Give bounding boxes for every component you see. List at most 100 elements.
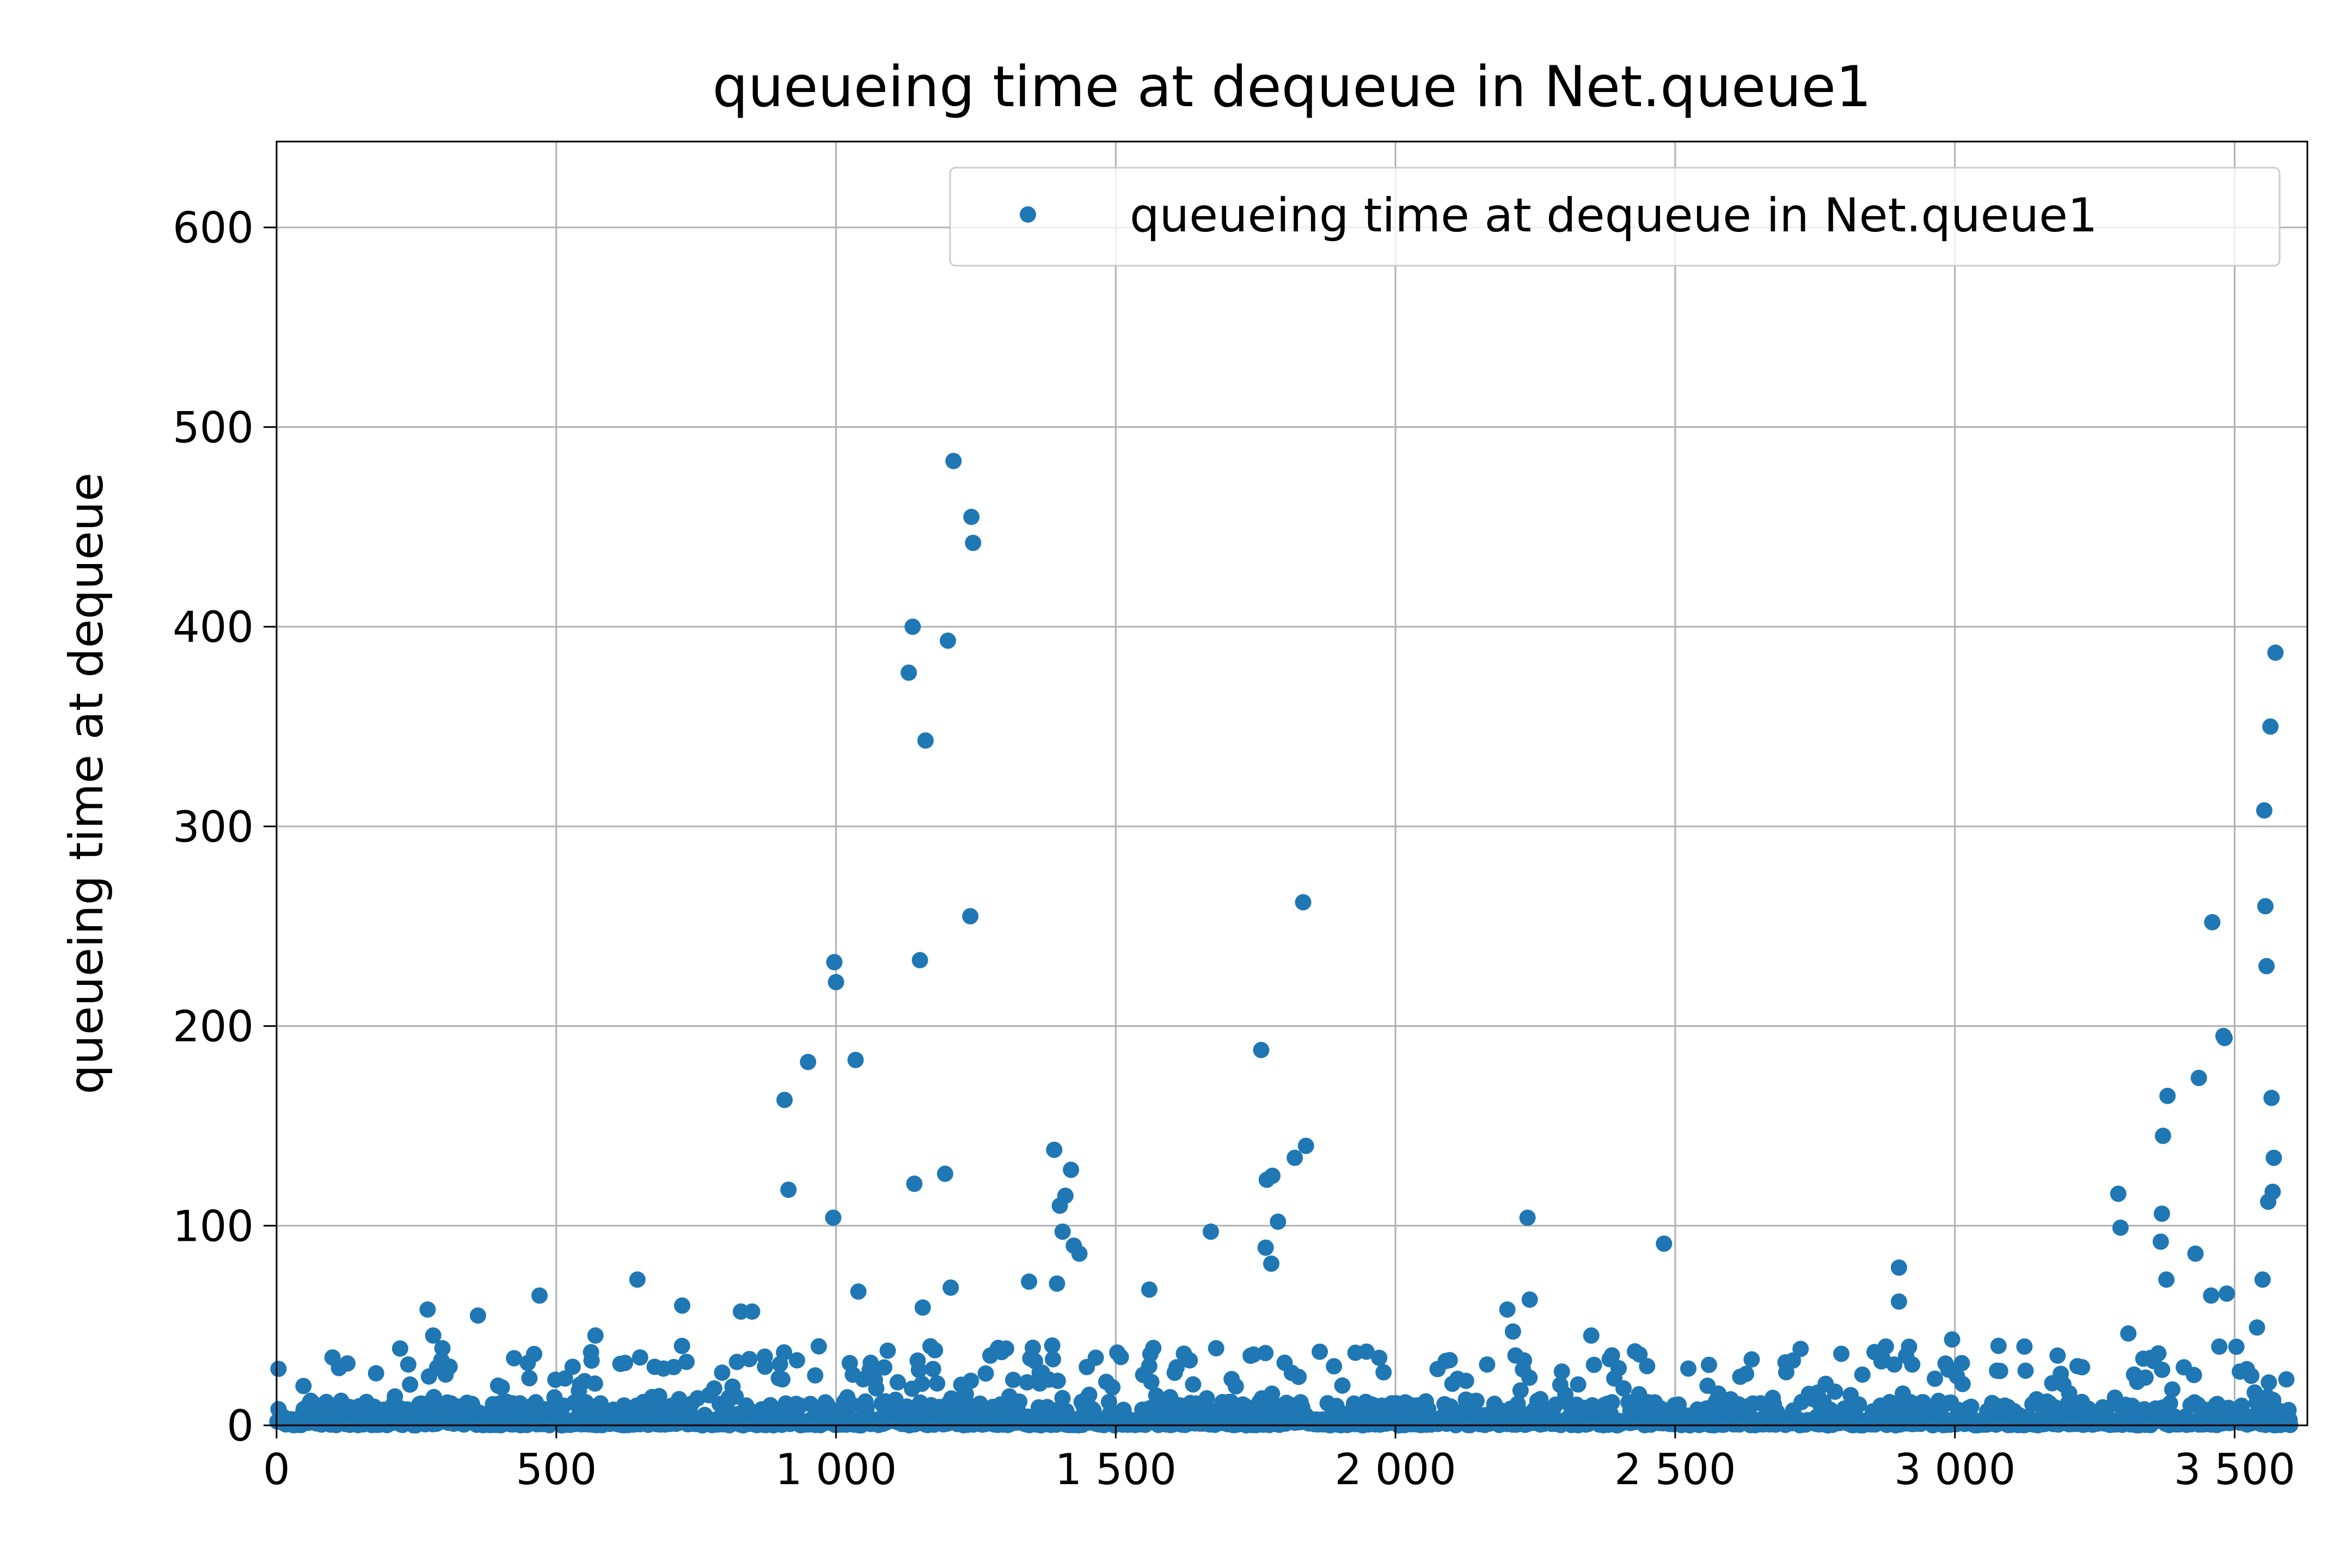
band-point — [1005, 1371, 1022, 1388]
data-point — [419, 1301, 436, 1318]
band-point — [963, 1373, 979, 1389]
band-point — [1631, 1346, 1648, 1363]
data-point — [1656, 1235, 1673, 1252]
band-point — [441, 1358, 458, 1375]
band-point — [1792, 1340, 1809, 1357]
data-point — [940, 632, 957, 649]
band-point — [1904, 1356, 1921, 1373]
band-point — [583, 1352, 600, 1369]
data-point — [1203, 1223, 1220, 1240]
band-point — [1992, 1363, 2008, 1380]
data-point — [2249, 1319, 2265, 1336]
band-point — [1011, 1393, 1028, 1410]
band-point — [1290, 1368, 1307, 1385]
data-point — [780, 1181, 797, 1198]
band-point — [1570, 1376, 1587, 1393]
band-point — [1049, 1373, 1066, 1389]
band-point — [1743, 1351, 1760, 1368]
legend-marker — [1020, 206, 1036, 223]
chart-title: queueing time at dequeue in Net.queue1 — [713, 54, 1872, 120]
band-point — [1185, 1376, 1202, 1393]
band-point — [889, 1374, 906, 1391]
data-point — [2158, 1271, 2175, 1288]
y-tick-label: 500 — [173, 403, 254, 452]
band-point — [1827, 1383, 1843, 1400]
data-point — [850, 1283, 867, 1300]
x-tick-label: 0 — [263, 1445, 290, 1494]
band-point — [402, 1376, 419, 1393]
data-point — [1049, 1275, 1065, 1292]
data-point — [2190, 1069, 2207, 1086]
data-point — [1257, 1239, 1274, 1256]
data-point — [2219, 1285, 2235, 1302]
data-point — [1890, 1293, 1907, 1310]
data-point — [1521, 1291, 1538, 1308]
band-point — [1615, 1380, 1632, 1397]
data-point — [2159, 1087, 2176, 1104]
band-point — [2278, 1371, 2295, 1388]
legend-label: queueing time at dequeue in Net.queue1 — [1130, 188, 2098, 243]
x-tick-label: 3 000 — [1894, 1445, 2016, 1494]
band-point — [1141, 1358, 1157, 1375]
band-point — [1833, 1345, 1850, 1362]
band-point — [1954, 1376, 1971, 1393]
data-point — [1890, 1259, 1907, 1276]
x-axis-ticks: 0 500 1 000 1 500 2 000 2 500 3 000 3 500 — [263, 1425, 2295, 1494]
band-point — [1045, 1351, 1062, 1368]
y-tick-label: 600 — [173, 204, 254, 253]
band-point — [2211, 1338, 2228, 1355]
band-point — [862, 1355, 879, 1371]
data-point — [1141, 1281, 1157, 1298]
band-point — [2074, 1359, 2091, 1376]
band-point — [924, 1361, 941, 1377]
band-point — [556, 1370, 573, 1387]
band-point — [1326, 1358, 1343, 1375]
band-point — [1441, 1352, 1458, 1369]
band-point — [1081, 1386, 1098, 1403]
y-tick-label: 400 — [173, 603, 254, 652]
data-point — [1295, 894, 1312, 911]
band-point — [1358, 1343, 1375, 1360]
band-point — [2228, 1338, 2245, 1355]
data-point — [1021, 1273, 1038, 1290]
band-point — [665, 1358, 682, 1375]
band-point — [339, 1355, 356, 1372]
band-point — [1512, 1382, 1529, 1399]
band-point — [521, 1370, 538, 1387]
y-axis-ticks: 0 100 200 300 400 500 600 — [173, 204, 277, 1451]
x-tick-label: 500 — [516, 1445, 597, 1494]
band-point — [728, 1353, 745, 1370]
band-point — [1145, 1339, 1162, 1356]
band-point — [876, 1359, 893, 1376]
band-point — [2161, 1395, 2178, 1412]
data-point — [2120, 1325, 2137, 1342]
band-point — [1208, 1340, 1224, 1357]
band-point — [2185, 1367, 2202, 1383]
band-point — [2243, 1368, 2259, 1385]
data-point — [1583, 1327, 1600, 1344]
data-point — [847, 1051, 864, 1068]
data-point — [1046, 1141, 1063, 1158]
data-points — [269, 452, 2299, 1434]
band-point — [910, 1362, 927, 1379]
data-point — [1264, 1167, 1281, 1184]
y-tick-label: 200 — [173, 1003, 254, 1052]
y-tick-label: 300 — [173, 803, 254, 852]
data-point — [776, 1092, 793, 1108]
data-point — [469, 1307, 486, 1324]
data-point — [2216, 1030, 2233, 1046]
band-point — [1700, 1356, 1717, 1373]
band-point — [1521, 1369, 1538, 1386]
data-point — [2257, 898, 2274, 915]
data-point — [828, 973, 844, 990]
band-point — [1509, 1395, 1526, 1412]
x-tick-label: 2 000 — [1334, 1445, 1456, 1494]
data-point — [945, 452, 962, 469]
data-point — [1944, 1331, 1961, 1348]
band-point — [678, 1353, 695, 1370]
band-point — [706, 1380, 722, 1397]
band-point — [526, 1346, 543, 1363]
band-point — [586, 1375, 603, 1392]
band-point — [741, 1351, 758, 1368]
band-point — [1585, 1356, 1602, 1373]
